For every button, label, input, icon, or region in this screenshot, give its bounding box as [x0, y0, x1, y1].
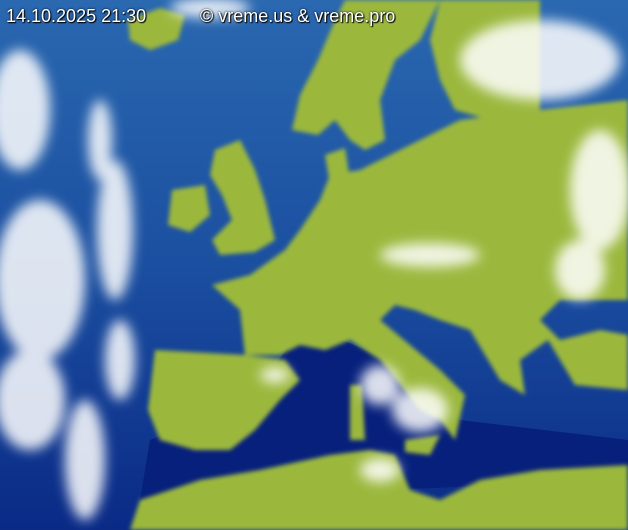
denmark — [325, 148, 350, 185]
continent — [212, 100, 628, 440]
scandinavia — [292, 0, 440, 150]
sicily — [405, 435, 440, 455]
ireland — [168, 185, 210, 232]
mediterranean-sea — [140, 330, 628, 500]
iceland — [128, 8, 185, 50]
great-britain — [210, 140, 275, 255]
corsica-sardinia — [350, 385, 365, 440]
timestamp: 14.10.2025 21:30 — [6, 6, 147, 26]
copyright-notice: © vreme.us & vreme.pro — [200, 6, 396, 26]
north-africa — [130, 450, 628, 530]
